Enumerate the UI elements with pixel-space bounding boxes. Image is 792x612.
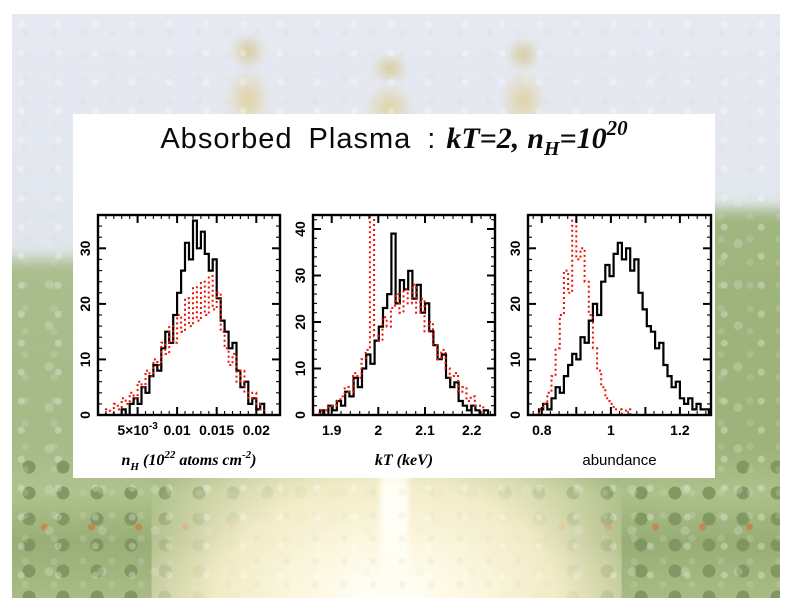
- title-math-n: n: [527, 122, 544, 155]
- title-math-exponent: 20: [606, 116, 628, 140]
- title-math-equals: =10: [559, 122, 607, 155]
- title-math-kt: kT=2,: [446, 122, 520, 155]
- content-panel: Absorbed Plasma : kT=2, nH=1020: [73, 114, 715, 478]
- slide-title: Absorbed Plasma : kT=2, nH=1020: [73, 116, 715, 161]
- title-text: Absorbed Plasma :: [160, 123, 437, 155]
- title-math-n-subscript: H: [543, 138, 560, 160]
